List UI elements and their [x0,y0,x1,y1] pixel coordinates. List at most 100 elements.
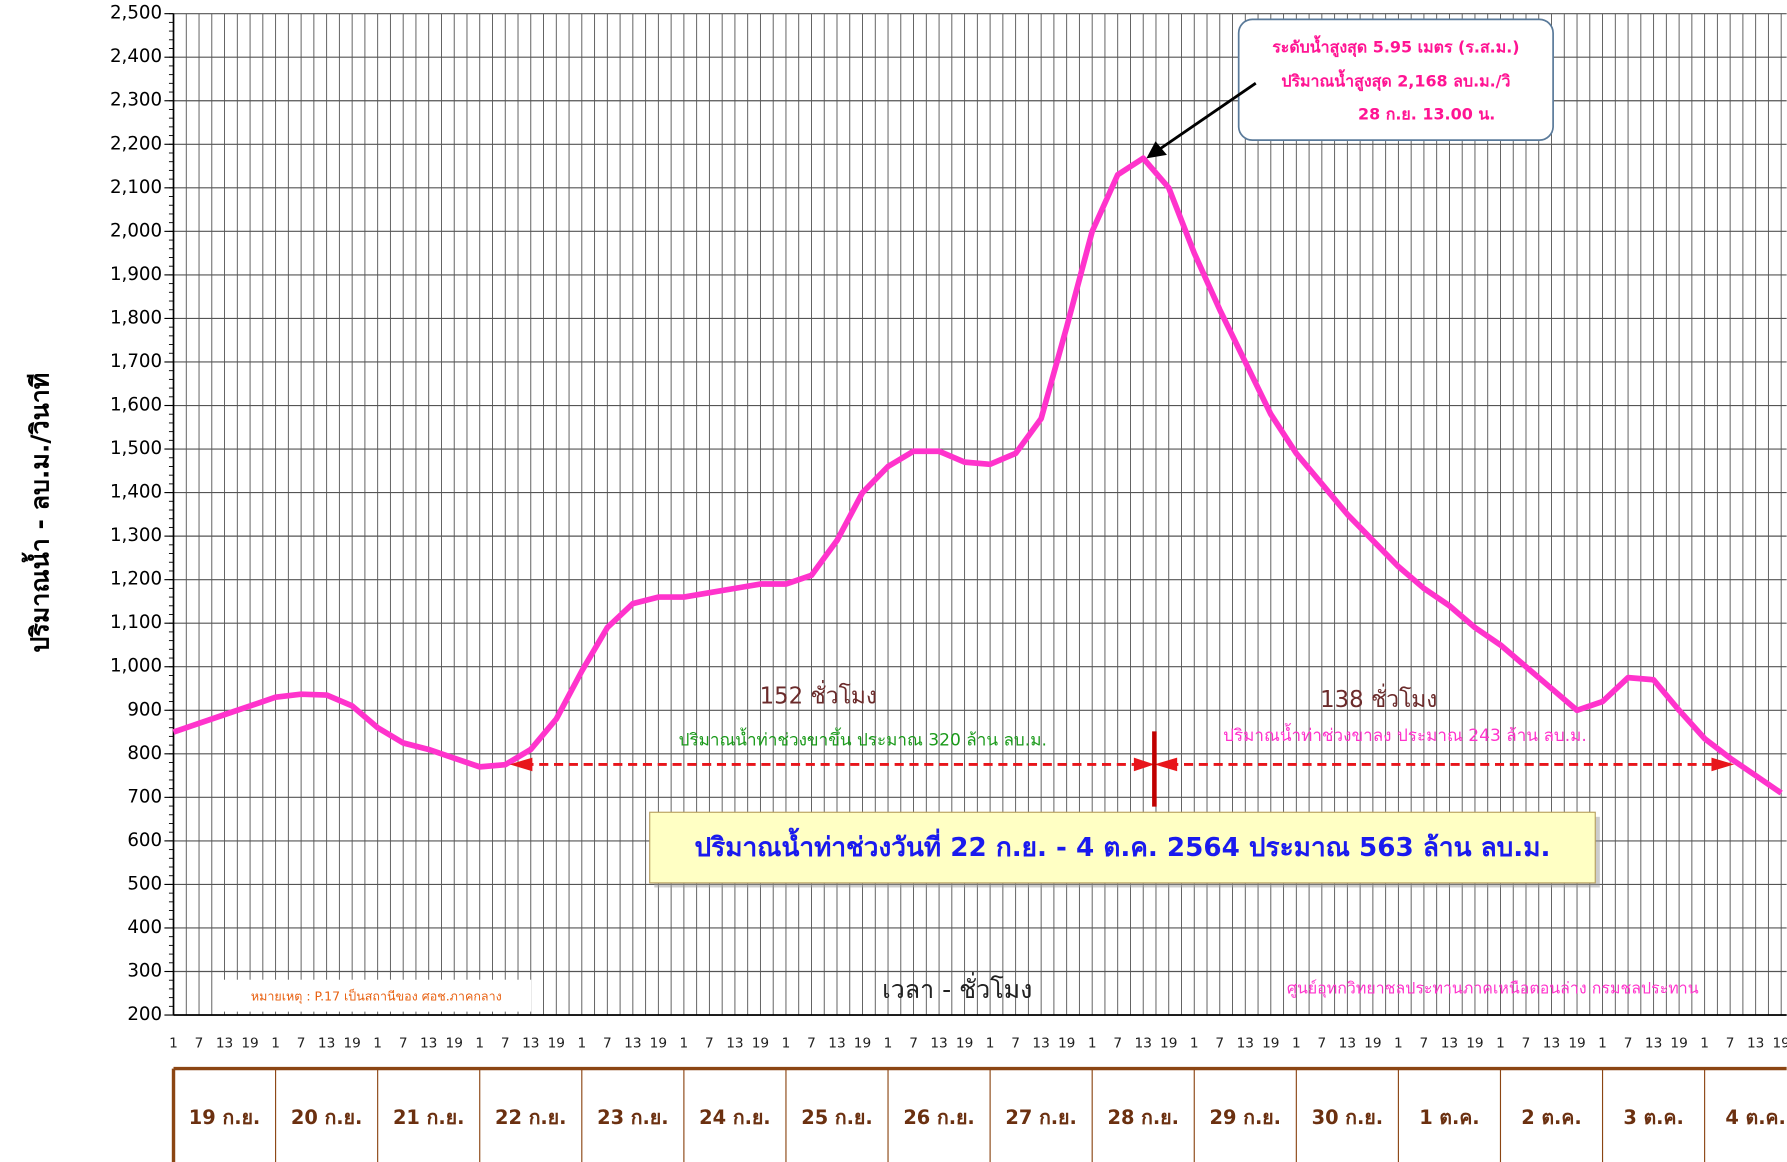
grid: 200 300 400 500 600 700 800 900 1,000 1,100 1,200 1… [110,3,1787,1052]
x-tick-label: 7 [705,1036,714,1052]
x-tick-label: 1 [1190,1036,1199,1052]
y-tick-label: 1,700 [110,351,162,372]
arrowhead [509,757,533,772]
y-tick-label: 900 [127,699,162,720]
x-tick-label: 1 [169,1036,178,1052]
x-tick-label: 7 [297,1036,306,1052]
x-tick-label: 13 [318,1036,335,1052]
day-label: 24 ก.ย. [699,1106,770,1129]
y-tick-label: 200 [127,1004,162,1025]
y-tick-label: 1,400 [110,482,162,503]
x-tick-label: 1 [1394,1036,1403,1052]
day-label: 28 ก.ย. [1107,1106,1178,1129]
rising-hours: 152 ชั่วโมง [760,680,877,710]
x-tick-label: 7 [1726,1036,1735,1052]
day-label: 19 ก.ย. [189,1106,260,1129]
x-tick-label: 7 [1420,1036,1429,1052]
x-tick-label: 7 [195,1036,204,1052]
x-tick-label: 1 [680,1036,689,1052]
summary-text: ปริมาณน้ำท่าช่วงวันที่ 22 ก.ย. - 4 ต.ค. … [695,827,1551,863]
y-tick-label: 700 [127,786,162,807]
summary-box [649,811,1596,884]
x-axis-label: เวลา - ชั่วโมง [882,972,1032,1004]
x-tick-label: 7 [501,1036,510,1052]
x-tick-label: 13 [216,1036,233,1052]
y-tick-label: 2,400 [110,46,162,67]
x-tick-label: 19 [446,1036,463,1052]
x-tick-label: 19 [854,1036,871,1052]
day-label: 29 ก.ย. [1210,1106,1281,1129]
falling-hours: 138 ชั่วโมง [1320,683,1437,713]
arrowhead [1154,757,1178,772]
x-tick-label: 1 [271,1036,280,1052]
x-tick-label: 19 [956,1036,973,1052]
day-label: 26 ก.ย. [903,1106,974,1129]
source: ศูนย์อุทกวิทยาชลประทานภาคเหนือตอนล่าง กร… [1287,978,1699,998]
x-tick-label: 19 [1670,1036,1687,1052]
x-tick-label: 19 [1364,1036,1381,1052]
day-label: 30 ก.ย. [1312,1106,1383,1129]
x-tick-label: 13 [828,1036,845,1052]
x-tick-label: 19 [1058,1036,1075,1052]
x-tick-label: 1 [1598,1036,1607,1052]
x-tick-label: 19 [343,1036,360,1052]
note: หมายเหตุ : P.17 เป็นสถานีของ ศอช.ภาคกลาง [251,988,502,1004]
day-label: 21 ก.ย. [393,1106,464,1129]
x-tick-label: 13 [1237,1036,1254,1052]
y-tick-label: 2,500 [110,3,162,24]
x-tick-label: 7 [1215,1036,1224,1052]
falling-volume: ปริมาณน้ำท่าช่วงขาลง ประมาณ 243 ล้าน ลบ.… [1223,723,1587,746]
x-tick-label: 1 [1700,1036,1709,1052]
x-tick-label: 13 [624,1036,641,1052]
y-tick-label: 2,000 [110,220,162,241]
x-tick-label: 13 [1032,1036,1049,1052]
x-tick-label: 13 [522,1036,539,1052]
y-tick-label: 500 [127,873,162,894]
x-tick-label: 13 [930,1036,947,1052]
x-tick-label: 19 [650,1036,667,1052]
x-tick-label: 19 [1160,1036,1177,1052]
day-label: 3 ต.ค. [1623,1106,1683,1129]
y-tick-label: 1,000 [110,656,162,677]
x-tick-label: 19 [1466,1036,1483,1052]
x-tick-label: 1 [782,1036,791,1052]
x-tick-label: 13 [1645,1036,1662,1052]
peak-text: ปริมาณน้ำสูงสุด 2,168 ลบ.ม./วิ [1281,69,1510,93]
arrowhead [1711,757,1735,772]
flow-line [172,155,1783,796]
y-tick-label: 1,800 [110,307,162,328]
rising-volume: ปริมาณน้ำท่าช่วงขาขึ้น ประมาณ 320 ล้าน ล… [679,727,1047,750]
x-tick-label: 1 [1292,1036,1301,1052]
y-tick-label: 1,600 [110,395,162,416]
y-axis-label: ปริมาณน้ำ - ลบ.ม./วินาที [20,373,54,653]
x-tick-label: 7 [909,1036,918,1052]
x-tick-label: 7 [1113,1036,1122,1052]
y-tick-label: 400 [127,917,162,938]
y-tick-label: 1,300 [110,525,162,546]
day-label: 4 ต.ค. [1725,1106,1785,1129]
x-tick-label: 19 [1262,1036,1279,1052]
y-tick-label: 2,100 [110,177,162,198]
peak-text: 28 ก.ย. 13.00 น. [1358,105,1495,124]
x-tick-label: 1 [475,1036,484,1052]
y-tick-label: 300 [127,961,162,982]
x-tick-label: 7 [1011,1036,1020,1052]
day-label: 23 ก.ย. [597,1106,668,1129]
y-tick-label: 1,200 [110,569,162,590]
day-strip: 19 ก.ย. 20 ก.ย. 21 ก.ย. 22 ก.ย. 23 ก.ย. 24 ก.… [171,1066,1787,1162]
x-tick-label: 19 [1568,1036,1585,1052]
x-tick-label: 1 [986,1036,995,1052]
annotations: ระดับน้ำสูงสุด 5.95 เมตร (ร.ส.ม.) ปริมาณ… [20,18,1735,1012]
day-label: 22 ก.ย. [495,1106,566,1129]
x-tick-label: 7 [807,1036,816,1052]
y-tick-label: 600 [127,830,162,851]
note-bg [223,979,532,1012]
x-tick-label: 13 [420,1036,437,1052]
x-tick-label: 1 [577,1036,586,1052]
x-tick-label: 19 [241,1036,258,1052]
x-tick-label: 7 [603,1036,612,1052]
day-label: 27 ก.ย. [1005,1106,1076,1129]
arrowhead [1133,757,1155,772]
y-tick-label: 2,200 [110,133,162,154]
